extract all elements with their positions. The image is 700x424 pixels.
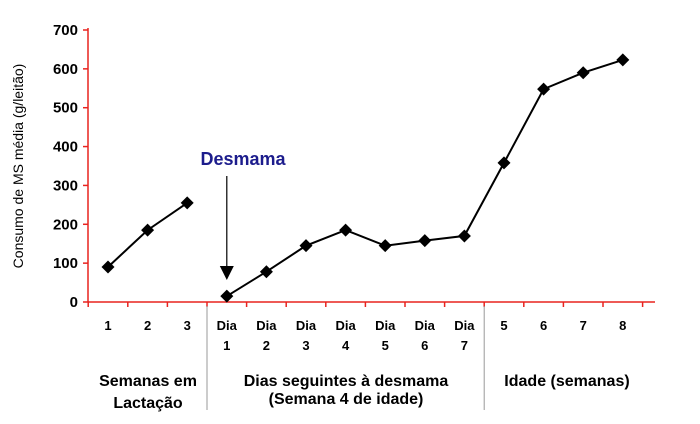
data-point — [220, 289, 234, 303]
x-tick-label: 5 — [382, 338, 389, 353]
group-label: Lactação — [113, 395, 183, 412]
x-tick-label: Dia — [375, 318, 396, 333]
x-tick-label: 7 — [461, 338, 468, 353]
y-tick-label: 200 — [53, 216, 78, 233]
annotation-label: Desmama — [200, 149, 286, 169]
x-tick-label: 2 — [144, 318, 151, 333]
x-tick-label: Dia — [335, 318, 356, 333]
group-label: Semanas em — [99, 373, 197, 390]
x-tick-label: Dia — [256, 318, 277, 333]
series-line — [226, 58, 624, 298]
data-point — [141, 223, 155, 237]
x-tick-label: 6 — [421, 338, 428, 353]
group-label: Idade (semanas) — [504, 373, 629, 390]
data-point — [378, 239, 392, 253]
x-tick-label: 7 — [580, 318, 587, 333]
y-tick-label: 0 — [70, 294, 78, 311]
y-axis-title: Consumo de MS média (g/leitão) — [10, 64, 26, 269]
group-label: Dias seguintes à desmama — [244, 373, 449, 390]
data-point — [457, 229, 471, 243]
y-tick-label: 100 — [53, 255, 78, 272]
x-tick-label: Dia — [415, 318, 436, 333]
data-point — [537, 82, 551, 96]
x-tick-label: 6 — [540, 318, 547, 333]
group-label: (Semana 4 de idade) — [269, 391, 424, 408]
x-tick-label: 5 — [500, 318, 507, 333]
x-tick-label: Dia — [217, 318, 238, 333]
data-point — [576, 66, 590, 80]
x-tick-label: 1 — [104, 318, 111, 333]
y-tick-label: 700 — [53, 22, 78, 39]
data-point — [616, 53, 630, 67]
y-tick-label: 300 — [53, 177, 78, 194]
annotation-arrow-head — [219, 266, 234, 280]
x-tick-label: 3 — [184, 318, 191, 333]
x-tick-label: 2 — [263, 338, 270, 353]
y-tick-label: 600 — [53, 61, 78, 78]
data-point — [299, 239, 313, 253]
x-tick-label: Dia — [454, 318, 475, 333]
data-point — [339, 223, 353, 237]
x-tick-label: Dia — [296, 318, 317, 333]
x-tick-label: 4 — [342, 338, 350, 353]
data-point — [497, 156, 511, 170]
y-tick-label: 400 — [53, 139, 78, 156]
x-tick-label: 3 — [302, 338, 309, 353]
x-tick-label: 1 — [223, 338, 230, 353]
x-tick-label: 8 — [619, 318, 626, 333]
data-point — [101, 260, 115, 274]
y-tick-label: 500 — [53, 100, 78, 117]
data-point — [180, 196, 194, 210]
data-point — [259, 265, 273, 279]
data-point — [418, 234, 432, 248]
